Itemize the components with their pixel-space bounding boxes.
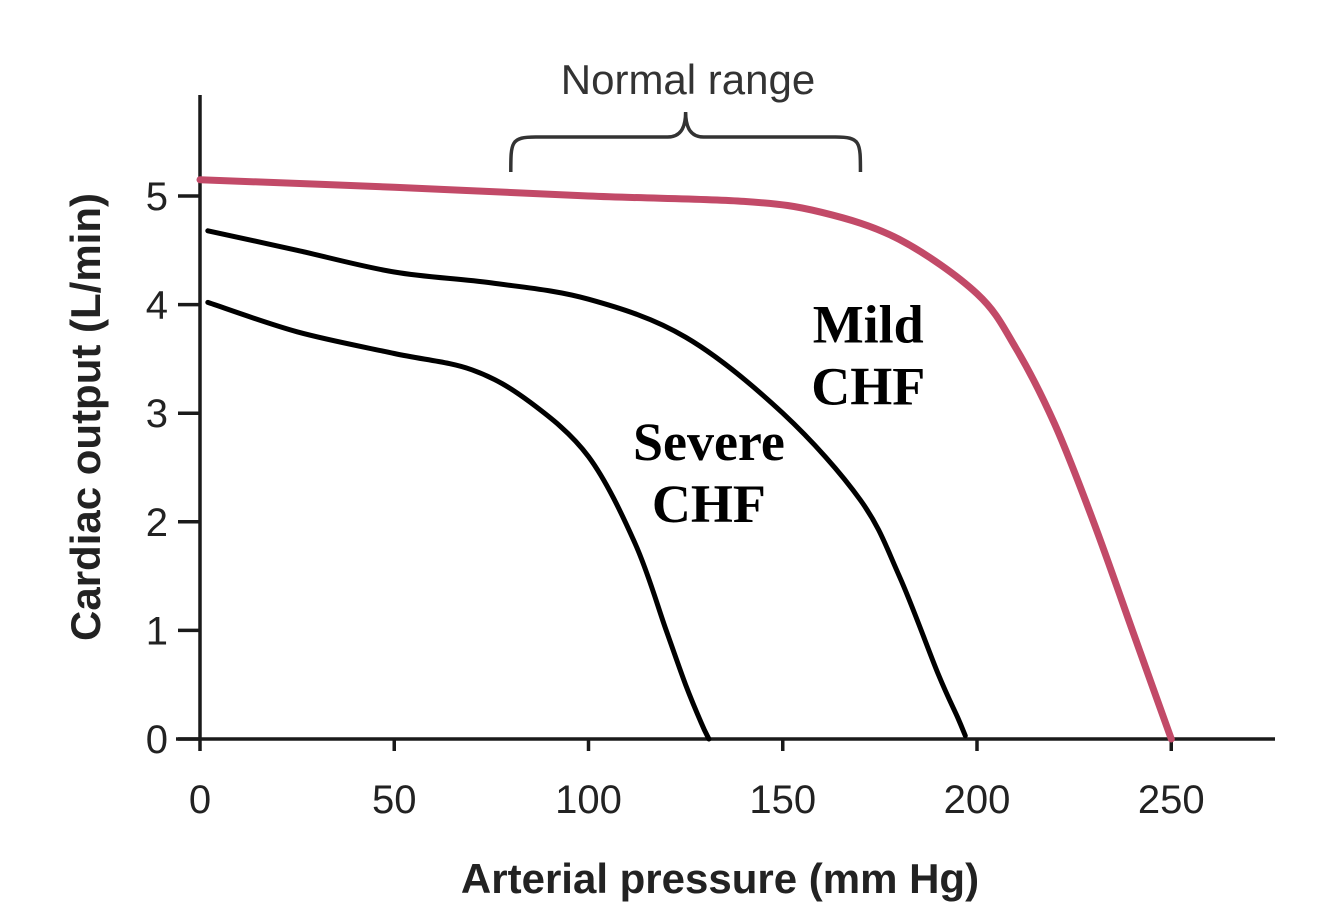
series-label-line: Mild — [813, 295, 924, 355]
series-group — [196, 176, 1175, 743]
y-tick-label: 3 — [146, 392, 168, 436]
series-label-line: Severe — [633, 412, 785, 472]
series-line-severe-chf — [205, 299, 712, 742]
y-tick-label: 1 — [146, 609, 168, 653]
x-tick-label: 100 — [555, 778, 622, 822]
series-line-mild-chf — [205, 228, 968, 739]
series-label-line: CHF — [652, 474, 766, 534]
annotations: Normal range — [509, 56, 863, 173]
x-tick-label: 50 — [372, 778, 417, 822]
x-tick-label: 200 — [944, 778, 1011, 822]
x-tick-label: 150 — [749, 778, 816, 822]
y-tick-label: 2 — [146, 501, 168, 545]
y-axis-title: Cardiac output (L/min) — [62, 193, 109, 641]
x-tick-label: 250 — [1138, 778, 1205, 822]
x-axis-title: Arterial pressure (mm Hg) — [461, 855, 979, 902]
series-label-severe-chf: Severe CHF — [633, 412, 785, 534]
y-tick-label: 4 — [146, 284, 168, 328]
ticks: 0 50 100 150 200 250 0 1 2 3 4 5 — [146, 175, 1205, 822]
series-line-normal — [196, 176, 1175, 743]
series-label-line: CHF — [811, 357, 925, 417]
y-tick-label: 0 — [146, 718, 168, 762]
normal-range-bracket — [509, 111, 863, 173]
y-tick-label: 5 — [146, 175, 168, 219]
series-label-mild-chf: Mild CHF — [811, 295, 925, 417]
normal-range-label: Normal range — [561, 56, 815, 103]
x-tick-label: 0 — [189, 778, 211, 822]
